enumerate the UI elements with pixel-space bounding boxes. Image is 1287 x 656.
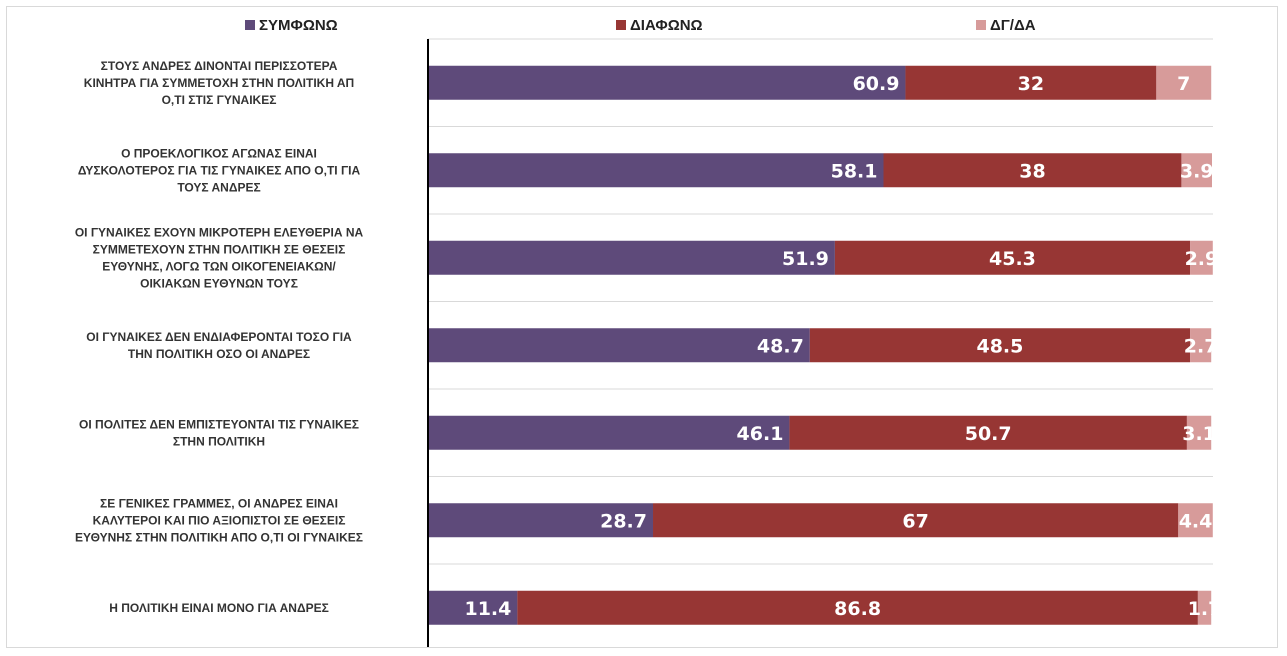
value-label-agree: 28.7	[600, 510, 647, 532]
category-labels: ΣΤΟΥΣ ΑΝΔΡΕΣ ΔΙΝΟΝΤΑΙ ΠΕΡΙΣΣΟΤΕΡΑ ΚΙΝΗΤΡΑ…	[75, 59, 364, 615]
value-label-disagree: 50.7	[965, 423, 1012, 445]
chart-frame: ΣΥΜΦΩΝΩ ΔΙΑΦΩΝΩ ΔΓ/ΔΑ ΣΤΟΥΣ ΑΝΔΡΕΣ ΔΙΝΟΝΤΑ…	[6, 6, 1278, 648]
legend-label-agree: ΣΥΜΦΩΝΩ	[259, 17, 338, 34]
gridlines	[428, 38, 1213, 565]
bar-dkna	[1178, 503, 1213, 538]
value-label-disagree: 45.3	[989, 248, 1036, 270]
value-label-dkna: 3.1	[1182, 423, 1216, 445]
bar-disagree	[905, 65, 1157, 100]
value-label-dkna: 1.7	[1188, 598, 1222, 620]
value-label-agree: 60.9	[853, 73, 900, 95]
value-label-disagree: 32	[1018, 73, 1044, 95]
legend-swatch-agree	[245, 20, 255, 30]
bar-agree	[428, 503, 654, 538]
bar-dkna	[1190, 240, 1213, 275]
bar-agree	[428, 415, 790, 450]
value-label-disagree: 48.5	[976, 335, 1023, 357]
bar-disagree	[883, 153, 1182, 188]
bar-agree	[428, 153, 884, 188]
value-label-disagree: 67	[902, 510, 928, 532]
value-label-disagree: 86.8	[834, 598, 881, 620]
category-label: ΟΙ ΠΟΛΙΤΕΣ ΔΕΝ ΕΜΠΙΣΤΕΥΟΝΤΑΙ ΤΙΣ ΓΥΝΑΙΚΕ…	[79, 417, 359, 448]
value-label-dkna: 4.4	[1179, 510, 1213, 532]
category-label: Ο ΠΡΟΕΚΛΟΓΙΚΟΣ ΑΓΩΝΑΣ ΕΙΝΑΙ ΔΥΣΚΟΛΟΤΕΡΟΣ …	[78, 146, 361, 194]
bar-disagree	[653, 503, 1179, 538]
value-label-agree: 48.7	[757, 335, 804, 357]
category-label: ΟΙ ΓΥΝΑΙΚΕΣ ΕΧΟΥΝ ΜΙΚΡΟΤΕΡΗ ΕΛΕΥΘΕΡΙΑ ΝΑ…	[75, 225, 364, 290]
value-label-dkna: 2.9	[1185, 248, 1219, 270]
bar-disagree	[834, 240, 1191, 275]
legend-label-disagree: ΔΙΑΦΩΝΩ	[630, 17, 703, 34]
bar-dkna	[1190, 328, 1212, 363]
value-label-agree: 46.1	[737, 423, 784, 445]
bar-dkna	[1186, 415, 1212, 450]
category-label: ΣΕ ΓΕΝΙΚΕΣ ΓΡΑΜΜΕΣ, ΟΙ ΑΝΔΡΕΣ ΕΙΝΑΙ ΚΑΛΥΤ…	[75, 496, 363, 544]
bar-dkna	[1156, 65, 1212, 100]
bar-dkna	[1197, 590, 1212, 625]
value-label-agree: 51.9	[782, 248, 829, 270]
bar-disagree	[517, 590, 1198, 625]
legend-swatch-dkna	[976, 20, 986, 30]
bar-agree	[428, 240, 835, 275]
bar-dkna	[1181, 153, 1212, 188]
bar-agree	[428, 328, 810, 363]
value-label-agree: 11.4	[464, 598, 511, 620]
value-label-dkna: 7	[1177, 73, 1190, 95]
legend-label-dkna: ΔΓ/ΔΑ	[990, 17, 1036, 34]
category-label: ΟΙ ΓΥΝΑΙΚΕΣ ΔΕΝ ΕΝΔΙΑΦΕΡΟΝΤΑΙ ΤΟΣΟ ΓΙΑ ΤΗ…	[86, 330, 352, 361]
category-label: ΣΤΟΥΣ ΑΝΔΡΕΣ ΔΙΝΟΝΤΑΙ ΠΕΡΙΣΣΟΤΕΡΑ ΚΙΝΗΤΡΑ…	[84, 59, 354, 107]
legend: ΣΥΜΦΩΝΩ ΔΙΑΦΩΝΩ ΔΓ/ΔΑ	[245, 17, 1036, 34]
legend-swatch-disagree	[616, 20, 626, 30]
value-label-dkna: 2.7	[1184, 335, 1218, 357]
value-label-disagree: 38	[1019, 160, 1045, 182]
stacked-bar-chart: ΣΥΜΦΩΝΩ ΔΙΑΦΩΝΩ ΔΓ/ΔΑ ΣΤΟΥΣ ΑΝΔΡΕΣ ΔΙΝΟΝΤΑ…	[75, 17, 1221, 647]
category-label: Η ΠΟΛΙΤΙΚΗ ΕΙΝΑΙ ΜΟΝΟ ΓΙΑ ΑΝΔΡΕΣ	[109, 601, 329, 615]
bar-disagree	[789, 415, 1187, 450]
bar-disagree	[809, 328, 1191, 363]
value-label-agree: 58.1	[831, 160, 878, 182]
value-labels: 60.9 32 7 58.1 38 3.9 51.9 45.3 2.9 48.7 48.5 2.7 46…	[464, 73, 1221, 620]
bars	[428, 65, 1213, 625]
bar-agree	[428, 590, 518, 625]
bar-agree	[428, 65, 906, 100]
value-label-dkna: 3.9	[1180, 160, 1214, 182]
